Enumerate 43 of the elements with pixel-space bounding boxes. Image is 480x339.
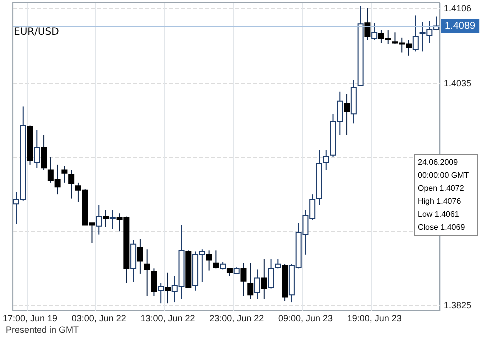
x-tick-label: 23:00, Jun 22 xyxy=(210,314,264,324)
candlestick xyxy=(103,210,110,228)
candlestick xyxy=(268,258,274,290)
candlestick xyxy=(68,170,75,200)
y-tick-label: 1.4035 xyxy=(444,78,472,88)
candlestick xyxy=(344,94,350,136)
candlestick xyxy=(372,22,378,41)
candlestick xyxy=(275,258,282,270)
candlestick xyxy=(96,204,102,236)
x-tick-label: 09:00, Jun 23 xyxy=(278,314,333,324)
candlestick xyxy=(364,8,371,41)
candlestick xyxy=(34,130,40,169)
candlestick xyxy=(213,250,220,270)
candlestick xyxy=(144,249,150,297)
candlestick xyxy=(137,238,144,274)
y-tick-label: 1.3825 xyxy=(444,300,472,311)
candlestick xyxy=(254,269,261,300)
candlestick xyxy=(323,150,330,171)
candlestick xyxy=(164,272,171,304)
candlestick xyxy=(41,134,48,171)
annotation: Close 1.4069 xyxy=(418,222,466,234)
candlestick xyxy=(412,15,419,52)
text: EUR/USD xyxy=(14,27,60,38)
text: Presented in GMT xyxy=(6,325,80,335)
candlestick xyxy=(261,258,268,300)
y-tick-label: 1.4106 xyxy=(444,3,472,14)
annotation: 24.06.2009 xyxy=(418,157,460,169)
annotation: 00:00:00 GMT xyxy=(418,170,470,182)
candlestick xyxy=(240,262,247,297)
x-tick-label: 19:00, Jun 23 xyxy=(347,314,402,324)
x-tick-label: 13:00, Jun 22 xyxy=(140,314,196,324)
x-tick-label: 17:00, Jun 19 xyxy=(2,314,58,324)
candlestick xyxy=(110,210,116,230)
annotation: High 1.4076 xyxy=(418,196,462,208)
annotation: Low 1.4061 xyxy=(418,209,460,221)
candlestick xyxy=(158,282,164,304)
ref-line-label: 1.4089 xyxy=(445,20,476,32)
candlestick xyxy=(248,262,254,300)
x-tick-label: 03:00, Jun 22 xyxy=(72,314,126,324)
annotation: Open 1.4072 xyxy=(418,183,466,195)
candlestick xyxy=(151,268,158,297)
candlestick xyxy=(62,165,68,184)
candlestick xyxy=(206,250,212,272)
